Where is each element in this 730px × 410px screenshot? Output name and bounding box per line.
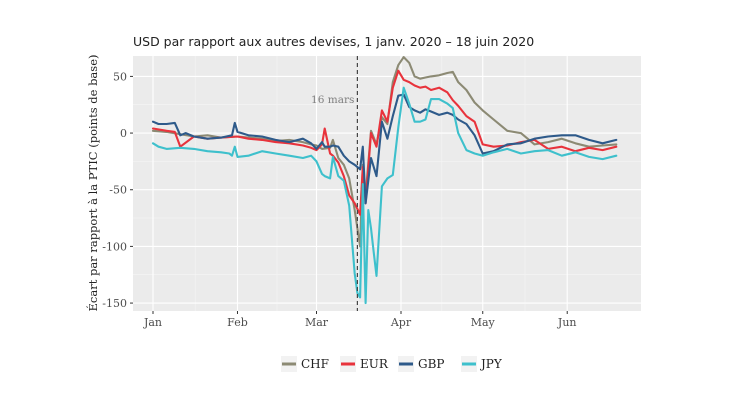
x-axis: Jan Feb Mar Apr May Jun [143,311,577,329]
chart-title: USD par rapport aux autres devises, 1 ja… [133,34,534,49]
legend-label: JPY [479,357,503,371]
annotation-label: 16 mars [311,94,354,106]
series-line-gbp [151,93,618,205]
legend-label: CHF [301,357,329,371]
series-line-eur [151,69,618,216]
x-tick-label: Apr [390,316,412,329]
legend: CHF EUR GBP JPY [281,356,503,372]
y-axis: 50 0 -50 -100 -150 [102,70,133,310]
y-tick-label: -150 [102,297,127,310]
y-tick-label: 50 [113,70,127,83]
y-axis-label: Écart par rapport à la PTIC (points de b… [86,55,100,312]
x-tick-label: May [471,316,496,329]
x-tick-label: Mar [305,316,329,329]
y-tick-label: -100 [102,240,127,253]
x-tick-label: Jun [557,316,577,329]
x-tick-label: Feb [227,316,248,329]
series-layer [151,56,618,305]
legend-label: GBP [418,357,444,371]
gridlines [133,56,641,311]
plot-panel [133,56,641,311]
annotation: 16 mars [311,56,358,311]
series-line-jpy [151,86,618,305]
x-tick-label: Jan [143,316,162,329]
y-tick-label: 0 [120,127,127,140]
y-tick-label: -50 [109,184,127,197]
legend-label: EUR [360,357,389,371]
